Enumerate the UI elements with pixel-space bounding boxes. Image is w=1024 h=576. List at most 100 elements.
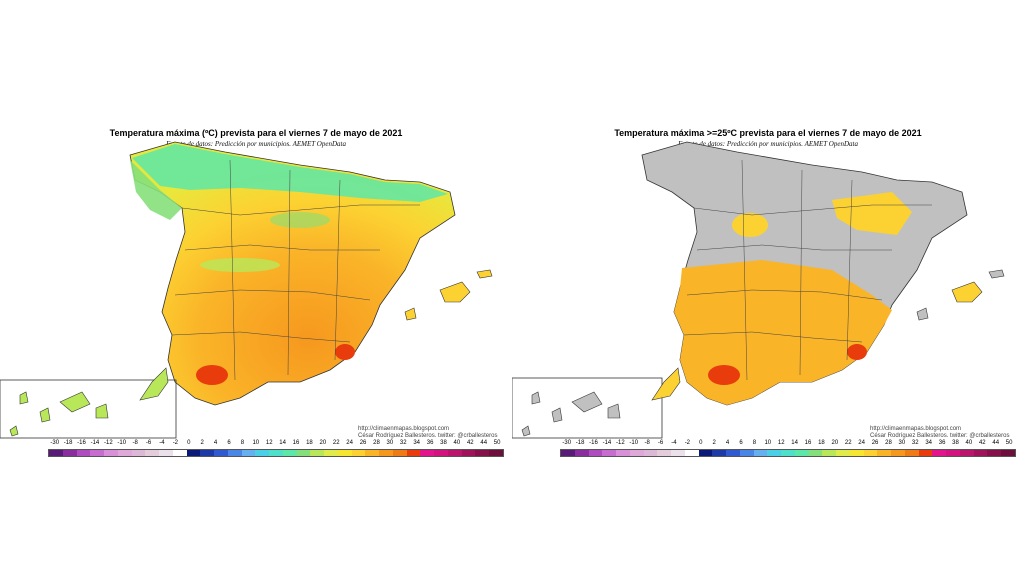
legend-color-swatch [932, 450, 946, 456]
color-scale-legend: -30 -18 -16 -14 -12 -10 -8 -6 -4 -2 0 2 4 6 8 10 12 14 16 1… [48, 440, 504, 464]
legend-color-swatch [794, 450, 809, 456]
legend-tick-label: -2 [172, 440, 179, 446]
map-title: Temperatura máxima (ºC) prevista para el… [109, 128, 403, 138]
galicia-cool-zone [130, 160, 182, 220]
canary-inset [512, 377, 663, 439]
legend-tick-label: -12 [103, 440, 113, 446]
legend-color-swatch [324, 450, 338, 456]
central-mountains-cool [200, 258, 280, 272]
legend-color-swatch [434, 450, 448, 456]
legend-tick-label: -6 [145, 440, 152, 446]
map-panel-all-temperatures: Temperatura máxima (ºC) prevista para el… [0, 120, 512, 460]
spain-temperature-map-filtered [512, 141, 1005, 439]
balearic-ibiza [916, 307, 929, 321]
legend-color-swatch [392, 450, 407, 456]
legend-color-swatch [475, 450, 489, 456]
legend-color-swatch [863, 450, 878, 456]
legend-color-swatch [753, 450, 768, 456]
legend-tick-label: 40 [453, 440, 461, 446]
legend-tick-label: -4 [671, 440, 677, 446]
map-title: Temperatura máxima >=25ºC prevista para … [614, 128, 922, 138]
legend-tick-label: 32 [399, 440, 407, 446]
legend-color-swatch [447, 450, 462, 456]
legend-color-swatch [76, 450, 91, 456]
province-borders [171, 159, 420, 381]
legend-color-swatch [561, 450, 575, 456]
legend-tick-label: -18 [63, 440, 73, 446]
legend-tick-label: 6 [227, 440, 231, 446]
canary-islands [521, 367, 681, 437]
legend-color-swatch [891, 450, 905, 456]
legend-tick-label: 28 [373, 440, 380, 446]
legend-tick-label: -14 [602, 440, 612, 446]
legend-tick-label: -18 [575, 440, 585, 446]
legend-tick-label: -30 [50, 440, 60, 446]
legend-tick-label: 42 [978, 440, 986, 446]
balearic-mallorca [951, 281, 983, 303]
legend-tick-label: -16 [77, 440, 86, 446]
legend-color-swatch [904, 450, 919, 456]
spain-temperature-map [0, 141, 493, 439]
legend-color-swatch [657, 450, 671, 456]
legend-color-swatch [918, 450, 933, 456]
legend-tick-label: 18 [306, 440, 313, 446]
legend-color-swatch [186, 450, 201, 456]
legend-color-swatch [726, 450, 740, 456]
legend-tick-label: 8 [240, 440, 245, 446]
legend-color-swatch [849, 450, 864, 456]
legend-tick-label: 12 [265, 440, 273, 446]
legend-ticks: -30 -18 -16 -14 -12 -10 -8 -6 -4 -2 0 2 4 6 8 10 12 14 16 1… [560, 440, 1016, 449]
legend-tick-label: 4 [213, 440, 218, 446]
legend-tick-label: 36 [938, 440, 946, 446]
legend-tick-label: -4 [159, 440, 165, 446]
canary-inset [0, 379, 177, 439]
legend-color-swatch [616, 450, 630, 456]
legend-color-swatch [159, 450, 173, 456]
legend-tick-label: 50 [493, 440, 501, 446]
legend-color-swatch [767, 450, 781, 456]
legend-tick-label: 38 [440, 440, 447, 446]
duero-hot-patch [732, 213, 768, 237]
legend-tick-label: 30 [898, 440, 906, 446]
legend-color-swatch [822, 450, 836, 456]
legend-tick-label: 40 [965, 440, 973, 446]
legend-color-swatch [836, 450, 850, 456]
legend-tick-label: 10 [252, 440, 260, 446]
legend-color-swatch [574, 450, 589, 456]
author-credit: César Rodríguez Ballesteros. twitter: @c… [358, 433, 498, 439]
legend-tick-label: -2 [684, 440, 691, 446]
province-borders [683, 159, 932, 381]
legend-tick-label: 44 [480, 440, 488, 446]
legend-color-swatch [643, 450, 658, 456]
legend-tick-label: -12 [615, 440, 625, 446]
canary-islands [9, 367, 169, 437]
legend-color-swatch [588, 450, 603, 456]
balearic-menorca [988, 269, 1005, 279]
legend-tick-label: 32 [911, 440, 919, 446]
legend-color-swatch [973, 450, 988, 456]
legend-tick-label: -14 [90, 440, 100, 446]
legend-color-swatch [877, 450, 891, 456]
legend-color-swatch [365, 450, 379, 456]
legend-tick-label: 14 [791, 440, 798, 446]
map-credits: http://climaenmapas.blogspot.com César R… [870, 426, 1009, 440]
legend-tick-label: 2 [200, 440, 204, 446]
legend-color-swatch [351, 450, 366, 456]
legend-color-swatch [310, 450, 324, 456]
balearic-menorca [476, 269, 493, 279]
legend-color-swatch [712, 450, 726, 456]
legend-color-swatch [49, 450, 63, 456]
color-scale-legend: -30 -18 -16 -14 -12 -10 -8 -6 -4 -2 0 2 4 6 8 10 12 14 16 1… [560, 440, 1016, 464]
legend-color-swatch [946, 450, 960, 456]
legend-tick-label: 8 [752, 440, 757, 446]
legend-tick-label: 38 [952, 440, 959, 446]
legend-tick-label: 34 [925, 440, 933, 446]
hot-spot-murcia [847, 344, 867, 360]
legend-tick-label: -16 [589, 440, 598, 446]
legend-color-swatch [282, 450, 297, 456]
legend-tick-label: 0 [187, 440, 191, 446]
map-credits: http://climaenmapas.blogspot.com César R… [358, 426, 497, 440]
legend-color-swatch [62, 450, 77, 456]
legend-color-swatch [90, 450, 104, 456]
legend-tick-label: -6 [657, 440, 664, 446]
